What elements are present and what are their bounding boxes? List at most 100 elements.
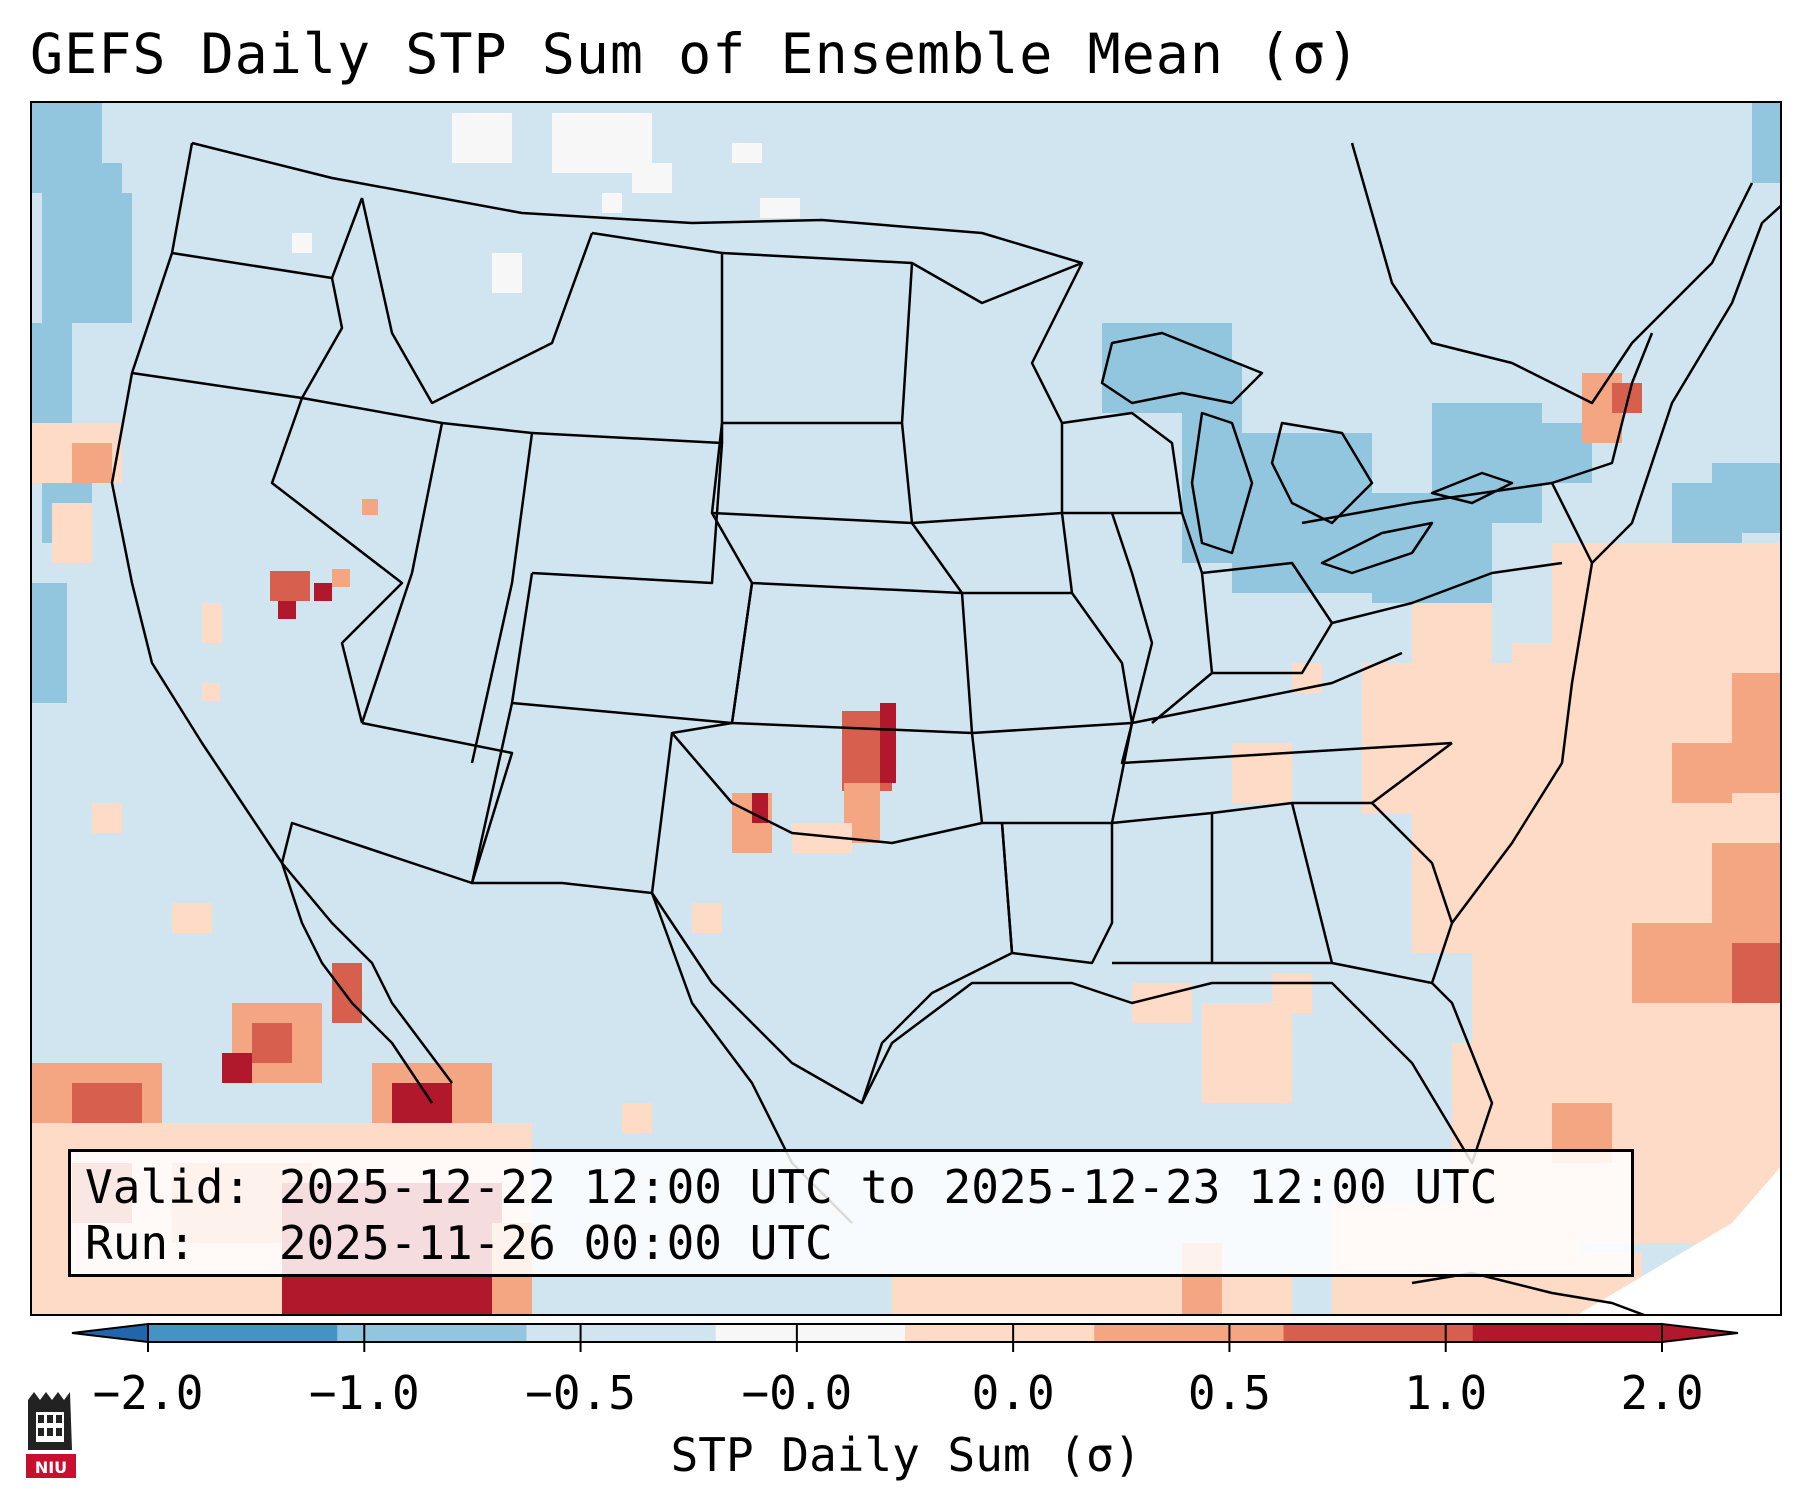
border-canada (1350, 142, 1754, 405)
colorbar-segment (905, 1324, 1095, 1342)
border-mexico (281, 862, 453, 1084)
colorbar-tick-label: −1.0 (308, 1366, 420, 1420)
anomaly-cell (892, 1273, 1292, 1314)
state-line (591, 231, 724, 443)
anomaly-cell (72, 443, 112, 483)
run-time-text: Run: 2025-11-26 00:00 UTC (85, 1216, 833, 1270)
colorbar-tick-label: −0.0 (741, 1366, 853, 1420)
state-line (270, 397, 404, 724)
state-line (1111, 811, 1214, 965)
state-line (971, 592, 1134, 735)
state-line (710, 512, 964, 595)
anomaly-cell (270, 571, 310, 601)
colorbar-tick-label: 0.0 (971, 1366, 1055, 1420)
coastline-west (110, 142, 434, 1104)
colorbar-tick-label: 0.5 (1187, 1366, 1271, 1420)
border-canada-us (191, 141, 1083, 265)
colorbar-label: STP Daily Sum (σ) (670, 1428, 1142, 1482)
map-title: GEFS Daily STP Sum of Ensemble Mean (σ) (30, 22, 1361, 86)
colorbar-tick-label: −2.0 (92, 1366, 204, 1420)
anomaly-cell (92, 803, 122, 833)
state-line (710, 422, 914, 525)
niu-logo-icon: NIU (26, 1392, 76, 1478)
colorbar-segment (526, 1324, 717, 1342)
colorbar-tick-label: 1.0 (1404, 1366, 1488, 1420)
lake-huron (1270, 421, 1374, 525)
state-line (730, 582, 974, 735)
anomaly-cell (1632, 923, 1712, 1003)
state-line (1301, 481, 1594, 564)
anomaly-cell (492, 253, 522, 293)
state-line (171, 197, 364, 280)
anomaly-cell (252, 1023, 292, 1063)
state-line (301, 396, 444, 724)
state-line (531, 431, 724, 585)
anomaly-cell (202, 603, 222, 643)
anomaly-cell (602, 193, 622, 213)
anomaly-field (32, 103, 1780, 1314)
state-line (1331, 561, 1563, 625)
colorbar-tick-label: −0.5 (525, 1366, 636, 1420)
coastline-gulf (860, 981, 1494, 1165)
colorbar-segment (148, 1324, 338, 1342)
anomaly-cell (52, 503, 92, 563)
colorbar-over-extension (1661, 1322, 1739, 1344)
anomaly-cell (1732, 673, 1780, 793)
state-line (1131, 651, 1403, 725)
anomaly-cell (32, 323, 72, 423)
state-line (1551, 332, 1654, 485)
anomaly-cell (1672, 743, 1732, 803)
anomaly-cell (278, 601, 296, 619)
state-line (911, 261, 1084, 525)
state-line (131, 277, 344, 400)
anomaly-cell (1732, 943, 1780, 1003)
state-line (1211, 801, 1334, 965)
anomaly-cell (32, 103, 102, 193)
state-line (1151, 512, 1214, 724)
state-line (982, 722, 1134, 825)
anomaly-cell (202, 683, 220, 701)
anomaly-cell (314, 583, 332, 601)
anomaly-cell (622, 1103, 652, 1133)
anomaly-cell (292, 233, 312, 253)
map-canvas (32, 103, 1780, 1314)
anomaly-cell (42, 193, 132, 323)
coastline-east (1451, 204, 1780, 924)
valid-time-text: Valid: 2025-12-22 12:00 UTC to 2025-12-2… (85, 1160, 1498, 1214)
anomaly-cell (362, 499, 378, 515)
anomaly-cell (880, 703, 896, 783)
boundaries (110, 141, 1780, 1314)
colorbar-outline (147, 1323, 1663, 1343)
anomaly-cell (452, 113, 512, 163)
anomaly-cell (1272, 973, 1312, 1013)
map-panel[interactable] (30, 101, 1782, 1316)
logo-text: NIU (35, 1458, 67, 1477)
state-line (1061, 411, 1184, 515)
colorbar-segment (1283, 1324, 1474, 1342)
anomaly-cell (692, 903, 722, 933)
anomaly-cell (632, 163, 672, 193)
state-line (962, 512, 1074, 595)
anomaly-cell (1672, 483, 1742, 543)
anomaly-cell (92, 163, 122, 203)
colorbar-segment (1094, 1324, 1284, 1342)
anomaly-cell (1362, 663, 1512, 813)
state-line (721, 251, 914, 425)
colorbar-under-extension (71, 1322, 149, 1344)
state-line (441, 421, 534, 764)
state-line (470, 702, 674, 895)
state-line (510, 572, 754, 725)
colorbar-segment (337, 1324, 527, 1342)
anomaly-cell (760, 198, 800, 218)
colorbar-segment (715, 1324, 906, 1342)
state-line (1000, 822, 1114, 965)
anomaly-cell (1412, 603, 1492, 663)
anomaly-cell (1202, 1003, 1292, 1103)
anomaly-cell (1752, 103, 1780, 183)
state-line (1110, 512, 1154, 724)
anomaly-cell (332, 569, 350, 587)
anomaly-cell (332, 963, 362, 1023)
state-line (360, 197, 594, 405)
out-of-domain-area (1578, 1167, 1780, 1314)
state-line (1120, 722, 1453, 765)
